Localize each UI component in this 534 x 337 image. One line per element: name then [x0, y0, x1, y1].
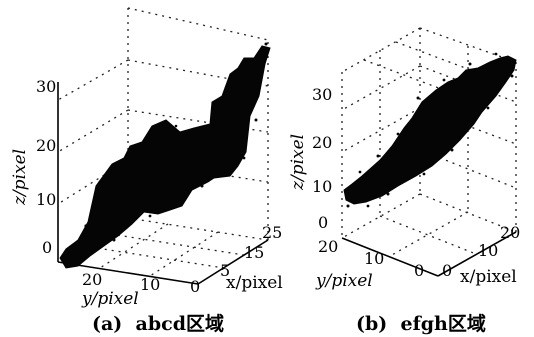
panel-b-z-tick: 10 — [312, 177, 332, 196]
panel-b-y-tick: 0 — [414, 261, 424, 280]
panel-a-x-label: x/pixel — [226, 273, 283, 293]
panel-a-x-tick: 25 — [262, 223, 282, 242]
panel-a-caption-tag: (a) — [92, 313, 123, 335]
panel-b-surface — [343, 55, 517, 205]
panel-b — [341, 27, 517, 277]
panel-a-caption: (a) abcd区域 — [92, 309, 224, 336]
panel-b-caption-tag: (b) — [356, 313, 388, 335]
panel-a-z-tick: 20 — [36, 136, 56, 155]
panel-a-x-tick: 5 — [220, 261, 230, 280]
panel-a — [57, 7, 271, 285]
panel-a-y-tick: 10 — [140, 275, 160, 294]
panel-a-frame — [57, 82, 269, 285]
panel-a-z-tick: 0 — [42, 238, 52, 257]
panel-b-z-label: z/pixel — [288, 134, 308, 191]
panel-b-z-tick: 0 — [318, 213, 328, 232]
panel-a-z-label: z/pixel — [10, 149, 30, 206]
panel-b-speckle — [346, 52, 514, 208]
panel-b-y-tick: 10 — [364, 249, 384, 268]
panel-b-x-label: x/pixel — [460, 267, 517, 287]
panel-b-z-tick: 30 — [312, 85, 332, 104]
panel-a-x-tick: 15 — [244, 243, 264, 262]
panel-b-y-tick: 20 — [318, 237, 338, 256]
panel-b-z-tick: 20 — [312, 133, 332, 152]
panel-a-speckle — [72, 42, 268, 264]
panel-a-surface — [59, 45, 271, 269]
panel-b-x-tick: 10 — [478, 241, 498, 260]
panel-b-x-tick: 0 — [442, 261, 452, 280]
panel-b-y-label: y/pixel — [315, 271, 373, 291]
panel-a-z-tick: 10 — [36, 190, 56, 209]
panel-b-x-tick: 20 — [500, 223, 520, 242]
panel-b-frame — [341, 231, 517, 277]
panel-b-caption-text: efgh区域 — [400, 313, 486, 335]
panel-a-y-tick: 0 — [190, 277, 200, 296]
panel-a-y-label: y/pixel — [81, 289, 139, 309]
panel-b-caption: (b) efgh区域 — [356, 309, 486, 336]
panel-a-caption-text: abcd区域 — [135, 313, 224, 335]
panel-a-z-tick: 30 — [36, 77, 56, 96]
panel-a-y-tick: 20 — [82, 270, 102, 289]
